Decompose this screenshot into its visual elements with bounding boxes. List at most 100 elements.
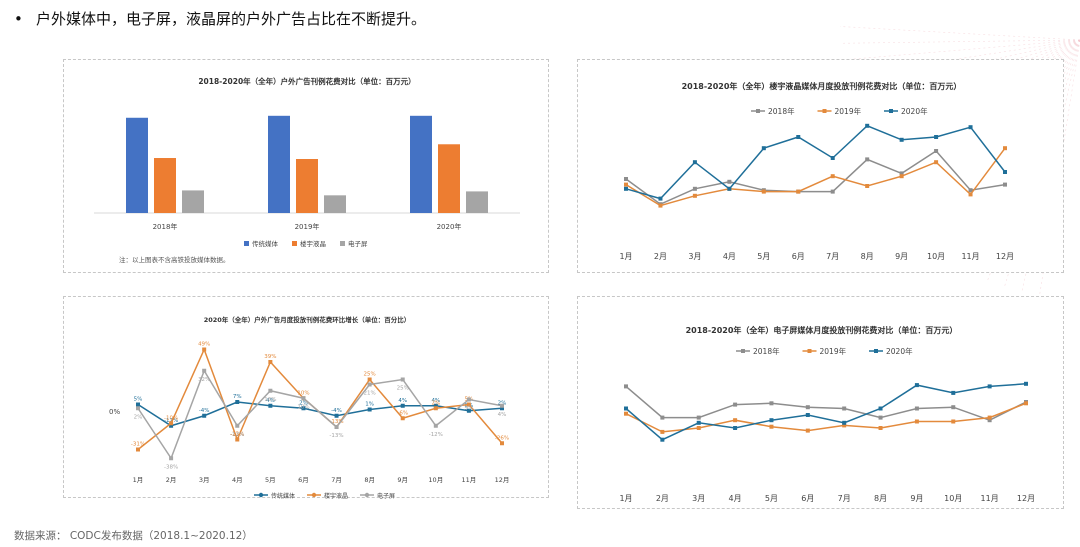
bar-传统媒体 bbox=[126, 117, 148, 213]
data-point bbox=[658, 196, 663, 201]
data-label: 49% bbox=[198, 342, 210, 348]
data-point bbox=[136, 402, 140, 407]
data-point bbox=[934, 149, 939, 153]
legend-marker bbox=[756, 109, 760, 113]
data-point bbox=[660, 437, 665, 442]
data-point bbox=[1024, 401, 1028, 406]
source-note: 数据来源： CODC发布数据（2018.1~2020.12） bbox=[14, 530, 253, 542]
x-tick-label: 7月 bbox=[331, 476, 342, 484]
data-label: -31% bbox=[131, 442, 145, 448]
chart-panel-growth: 2020年（全年）户外广告月度投放刊例花费环比增长（单位：百分比） 传统媒体 楼宇液… bbox=[63, 296, 549, 499]
data-point bbox=[769, 418, 774, 423]
legend-label: 2019年 bbox=[835, 106, 862, 116]
data-point bbox=[1003, 170, 1007, 174]
bar-传统媒体 bbox=[410, 115, 432, 213]
legend-marker bbox=[874, 349, 878, 353]
data-point bbox=[466, 397, 471, 402]
data-point bbox=[268, 388, 273, 393]
data-point bbox=[968, 192, 973, 197]
data-point bbox=[696, 415, 701, 420]
data-label: -6% bbox=[397, 410, 408, 416]
data-point bbox=[830, 174, 835, 179]
data-point bbox=[624, 384, 628, 389]
data-point bbox=[235, 437, 240, 442]
data-label: -38% bbox=[164, 464, 178, 470]
data-point bbox=[136, 447, 140, 452]
series-line-2018年 bbox=[625, 150, 1006, 206]
data-point bbox=[796, 189, 801, 194]
headline: • 户外媒体中，电子屏，液晶屏的户外广告占比在不断提升。 bbox=[14, 8, 426, 29]
data-point bbox=[624, 186, 628, 191]
chart-panel-annual-bar: 2018-2020年（全年）户外广告刊例花费对比（单位：百万元） 2018年 201… bbox=[63, 59, 549, 273]
legend-swatch bbox=[244, 241, 249, 246]
data-point bbox=[235, 423, 240, 428]
deco-ray bbox=[840, 26, 1080, 41]
x-tick-label: 4月 bbox=[729, 494, 742, 503]
legend-label: 2020年 bbox=[886, 346, 913, 356]
data-label: 4% bbox=[266, 398, 275, 404]
x-tick-label: 4月 bbox=[232, 476, 243, 484]
y-tick-label: 0% bbox=[109, 408, 120, 416]
x-tick-label: 8月 bbox=[874, 494, 887, 503]
legend-label: 2019年 bbox=[820, 346, 847, 356]
data-point bbox=[878, 426, 883, 430]
data-point bbox=[842, 406, 847, 411]
line-chart-screen: 2018-2020年（全年）电子屏媒体月度投放刊例花费对比（单位：百万元） 201… bbox=[619, 325, 1035, 503]
data-point bbox=[202, 368, 207, 373]
data-point bbox=[433, 423, 438, 428]
x-tick-label: 5月 bbox=[765, 494, 778, 503]
data-label: -10% bbox=[164, 415, 178, 421]
data-point bbox=[796, 135, 801, 139]
data-point bbox=[136, 406, 140, 411]
chart-title: 2020年（全年）户外广告月度投放刊例花费环比增长（单位：百分比） bbox=[204, 315, 411, 324]
legend-label: 传统媒体 bbox=[271, 492, 295, 499]
data-point bbox=[400, 377, 405, 382]
x-tick-label: 5月 bbox=[757, 252, 770, 261]
legend-label: 电子屏 bbox=[377, 492, 395, 499]
data-label: 16% bbox=[264, 397, 276, 403]
chart-title: 2018-2020年（全年）户外广告刊例花费对比（单位：百万元） bbox=[198, 76, 415, 86]
data-label: -12% bbox=[164, 418, 178, 424]
data-point bbox=[500, 441, 504, 446]
data-label: 1% bbox=[365, 402, 374, 408]
data-point bbox=[899, 171, 904, 176]
data-label: 9% bbox=[465, 406, 474, 412]
data-label: 32% bbox=[198, 377, 210, 383]
data-point bbox=[692, 193, 697, 198]
legend-swatch bbox=[340, 241, 345, 246]
data-label: 25% bbox=[397, 386, 409, 392]
data-point bbox=[914, 383, 919, 388]
data-label: -23% bbox=[230, 432, 244, 438]
data-point bbox=[951, 419, 956, 424]
line-chart-lcd: 2018-2020年（全年）楼宇液晶媒体月度投放刊例花费对比（单位：百万元） 20… bbox=[619, 81, 1014, 261]
data-point bbox=[400, 403, 405, 408]
data-point bbox=[934, 135, 939, 139]
data-point bbox=[500, 403, 504, 408]
data-point bbox=[660, 429, 665, 434]
legend-marker bbox=[889, 109, 893, 113]
data-point bbox=[658, 203, 663, 208]
data-label: 4% bbox=[498, 412, 507, 418]
data-point bbox=[733, 418, 738, 423]
data-point bbox=[987, 418, 992, 423]
bar-电子屏 bbox=[182, 190, 204, 213]
data-point bbox=[367, 382, 372, 387]
data-point bbox=[202, 347, 207, 352]
x-tick-label: 5月 bbox=[265, 476, 276, 484]
chart-title: 2018-2020年（全年）电子屏媒体月度投放刊例花费对比（单位：百万元） bbox=[686, 325, 958, 335]
data-label: 2% bbox=[134, 414, 143, 420]
legend-marker bbox=[822, 109, 827, 113]
data-point bbox=[865, 123, 870, 128]
x-tick-label: 7月 bbox=[826, 252, 839, 261]
data-point bbox=[466, 402, 471, 407]
data-point bbox=[235, 400, 240, 404]
x-tick-label: 11月 bbox=[462, 476, 477, 484]
series-line-2020年 bbox=[625, 383, 1027, 441]
bar-楼宇液晶 bbox=[296, 159, 318, 213]
data-point bbox=[914, 419, 919, 424]
x-tick-label: 2月 bbox=[166, 476, 177, 484]
legend-label: 楼宇液晶 bbox=[300, 239, 326, 248]
data-point bbox=[733, 426, 738, 430]
data-label: 2% bbox=[498, 400, 507, 406]
data-point bbox=[987, 415, 992, 420]
